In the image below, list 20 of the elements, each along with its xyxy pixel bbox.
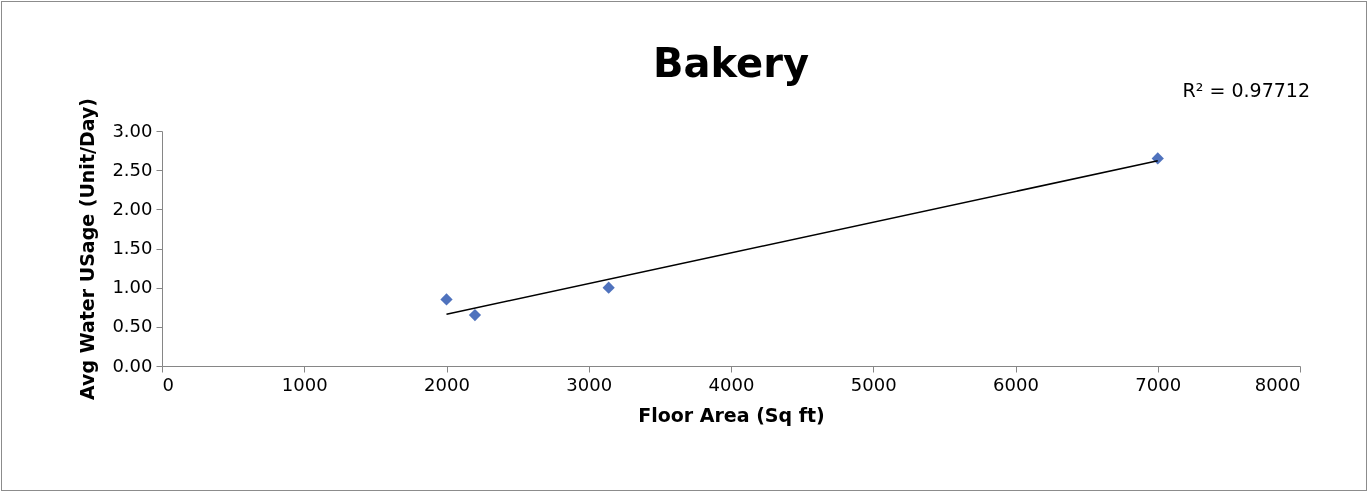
y-tick-label: 0.00 [112,354,153,376]
x-tick-label: 4000 [708,373,755,395]
chart-title: Bakery [653,40,809,86]
x-tick-label: 2000 [424,373,470,395]
x-tick-label: 6000 [993,373,1039,395]
x-tick-label: 0 [162,373,174,395]
y-tick-label: 3.00 [112,119,153,141]
x-tick-label: 5000 [850,373,897,395]
x-tick-label: 8000 [1254,373,1301,395]
x-axis-title: Floor Area (Sq ft) [638,403,825,426]
y-tick-label: 1.50 [112,237,153,258]
x-tick-label: 3000 [566,373,613,395]
text: R² = 0.97712 [1182,79,1310,101]
y-tick-label: 2.50 [112,158,153,180]
y-tick-label: 0.50 [112,315,153,337]
y-tick-label: 2.00 [112,197,153,219]
y-axis-title: Avg Water USage (Unit/Day) [76,98,99,400]
x-tick-label: 1000 [281,373,328,395]
x-tick-label: 7000 [1135,373,1182,395]
y-tick-label: 1.00 [112,276,153,298]
